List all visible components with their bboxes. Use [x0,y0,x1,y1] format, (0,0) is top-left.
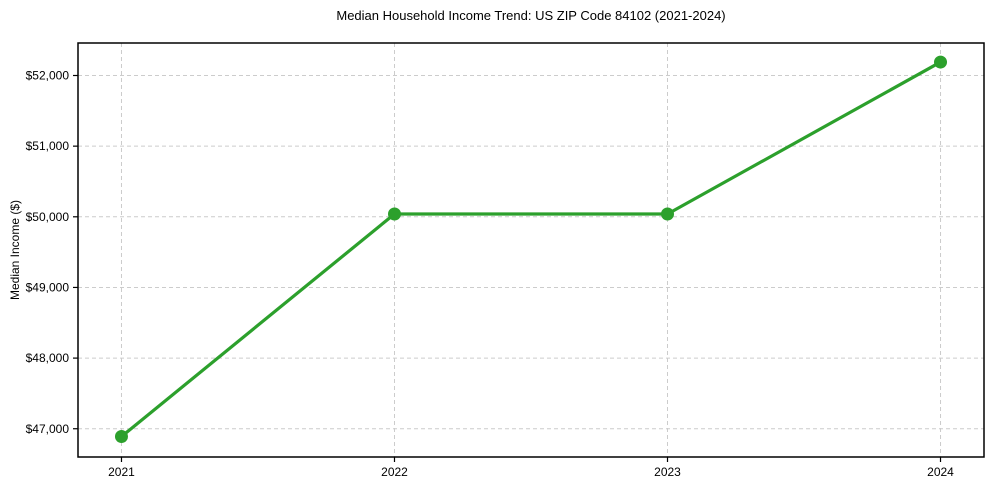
plot-border [77,42,985,458]
y-tick-label: $51,000 [26,139,70,153]
y-tick-label: $47,000 [26,422,70,436]
x-tick-label: 2024 [927,465,954,479]
data-point [661,207,675,221]
chart-title: Median Household Income Trend: US ZIP Co… [336,8,726,23]
data-point [114,430,128,444]
y-tick-label: $52,000 [26,69,70,83]
x-tick-label: 2021 [108,465,135,479]
x-tick-label: 2023 [654,465,681,479]
data-point [387,207,401,221]
x-tick-label: 2022 [381,465,408,479]
data-line [119,60,943,439]
y-tick-label: $48,000 [26,351,70,365]
y-tick-label: $49,000 [26,281,70,295]
data-point [934,55,948,69]
y-tick-label: $50,000 [26,210,70,224]
